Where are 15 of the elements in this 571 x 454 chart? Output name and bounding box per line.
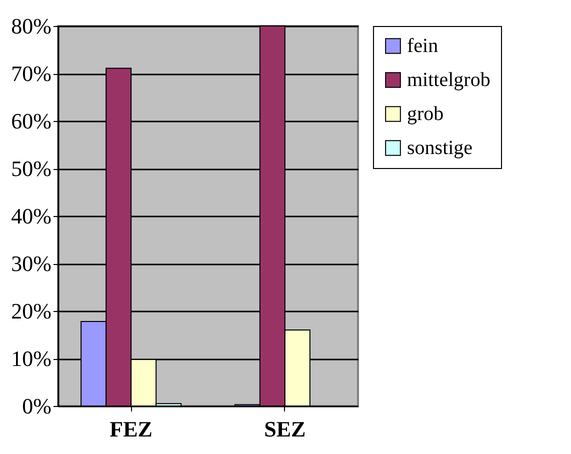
- y-tick-label: 60%: [11, 108, 52, 134]
- y-tick-label: 50%: [11, 156, 52, 181]
- y-tick-label: 40%: [11, 204, 52, 228]
- y-tick-label: 80%: [11, 14, 52, 38]
- y-tick-label: 20%: [11, 298, 52, 324]
- x-tick-label: SEZ: [264, 416, 306, 442]
- y-tick-label: 30%: [11, 251, 52, 276]
- y-tick-label: 10%: [11, 346, 52, 371]
- y-tick-label: 0%: [22, 394, 52, 418]
- legend-label: grob: [407, 103, 444, 125]
- y-tick-label: 70%: [11, 61, 52, 86]
- legend-label: mittelgrob: [407, 69, 490, 91]
- legend-label: fein: [407, 35, 438, 57]
- x-tick-label: FEZ: [110, 416, 152, 442]
- legend-label: sonstige: [407, 137, 473, 159]
